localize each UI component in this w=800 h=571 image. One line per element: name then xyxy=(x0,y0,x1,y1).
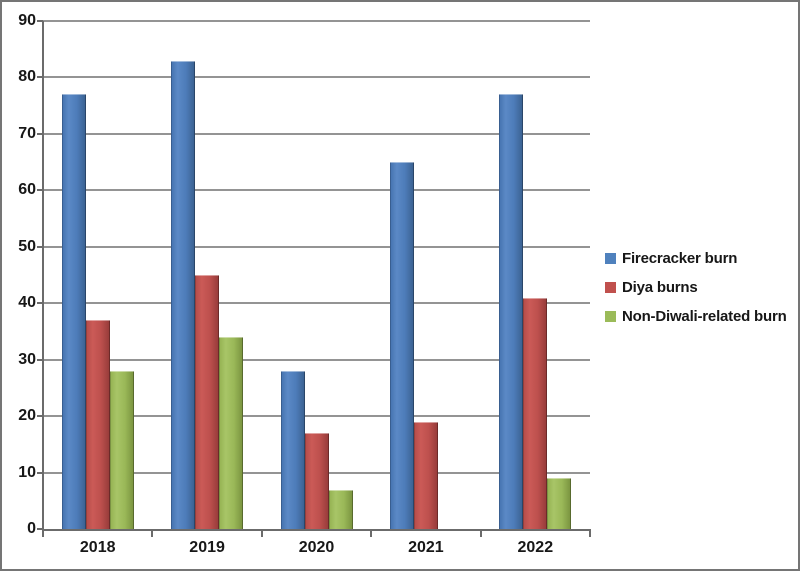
x-axis-tick-5 xyxy=(589,531,591,537)
bar-diya-burns-2022 xyxy=(523,297,548,529)
legend-item-diya-burns: Diya burns xyxy=(605,277,787,297)
gridline-20 xyxy=(43,415,590,418)
legend-label: Non-Diwali-related burn xyxy=(622,307,787,325)
x-axis-line xyxy=(42,529,591,531)
y-axis-tick-70 xyxy=(37,132,43,135)
x-axis-tick-3 xyxy=(370,531,373,537)
bar-diya-burns-2020 xyxy=(304,433,329,529)
gridline-50 xyxy=(43,245,590,248)
legend: Firecracker burn Diya burns Non-Diwali-rel… xyxy=(605,248,787,335)
bar-non-diwali-related-burn-2020 xyxy=(328,489,353,529)
bar-non-diwali-related-burn-2022 xyxy=(547,478,572,529)
x-axis-tick-1 xyxy=(151,531,154,537)
y-axis-tick-60 xyxy=(37,189,43,192)
y-axis-label-90: 90 xyxy=(18,12,36,29)
legend-swatch-diya-burns xyxy=(605,281,616,293)
gridline-70 xyxy=(43,132,590,135)
x-axis-tick-2 xyxy=(260,531,263,537)
bar-firecracker-burn-2021 xyxy=(389,162,414,529)
gridline-80 xyxy=(43,76,590,79)
y-axis-label-20: 20 xyxy=(18,407,36,425)
y-axis-tick-10 xyxy=(37,471,43,474)
legend-swatch-non-diwali-related-burn xyxy=(605,310,616,322)
y-axis-label-80: 80 xyxy=(18,68,36,86)
x-axis-label-2019: 2019 xyxy=(189,539,225,556)
y-axis-tick-90 xyxy=(37,20,43,22)
x-axis-label-2021: 2021 xyxy=(408,539,444,556)
bar-non-diwali-related-burn-2019 xyxy=(219,337,244,529)
y-axis-tick-0 xyxy=(37,528,43,530)
y-axis-tick-40 xyxy=(37,302,43,305)
gridline-60 xyxy=(43,189,590,192)
gridline-40 xyxy=(43,302,590,305)
bar-firecracker-burn-2020 xyxy=(280,371,305,529)
bar-diya-burns-2019 xyxy=(195,275,220,529)
x-axis-label-2022: 2022 xyxy=(517,539,554,556)
bar-firecracker-burn-2019 xyxy=(171,60,196,529)
x-axis-tick-4 xyxy=(479,531,482,537)
gridline-90 xyxy=(43,20,590,22)
bar-firecracker-burn-2018 xyxy=(61,94,86,529)
bar-non-diwali-related-burn-2018 xyxy=(109,371,134,529)
legend-label: Firecracker burn xyxy=(622,249,738,267)
y-axis-tick-20 xyxy=(37,415,43,418)
y-axis-tick-80 xyxy=(37,76,43,79)
legend-swatch-firecracker-burn xyxy=(605,252,616,264)
y-axis-label-60: 60 xyxy=(18,181,36,199)
bar-diya-burns-2018 xyxy=(85,320,110,529)
y-axis-tick-30 xyxy=(37,358,43,361)
y-axis-label-0: 0 xyxy=(27,520,36,537)
x-axis-tick-0 xyxy=(42,531,44,537)
y-axis-line xyxy=(42,21,44,531)
y-axis-label-70: 70 xyxy=(18,124,36,142)
x-axis-label-2020: 2020 xyxy=(298,539,335,556)
x-axis-label-2018: 2018 xyxy=(79,539,116,556)
y-axis-tick-50 xyxy=(37,245,43,248)
y-axis-label-10: 10 xyxy=(18,463,36,481)
legend-label: Diya burns xyxy=(622,278,698,296)
gridline-30 xyxy=(43,358,590,361)
y-axis-label-50: 50 xyxy=(18,237,36,255)
legend-item-non-diwali-related-burn: Non-Diwali-related burn xyxy=(605,306,787,326)
legend-item-firecracker-burn: Firecracker burn xyxy=(605,248,787,268)
bar-firecracker-burn-2022 xyxy=(499,94,524,529)
y-axis-label-40: 40 xyxy=(18,294,36,312)
bar-diya-burns-2021 xyxy=(413,421,438,529)
y-axis-label-30: 30 xyxy=(18,350,36,368)
